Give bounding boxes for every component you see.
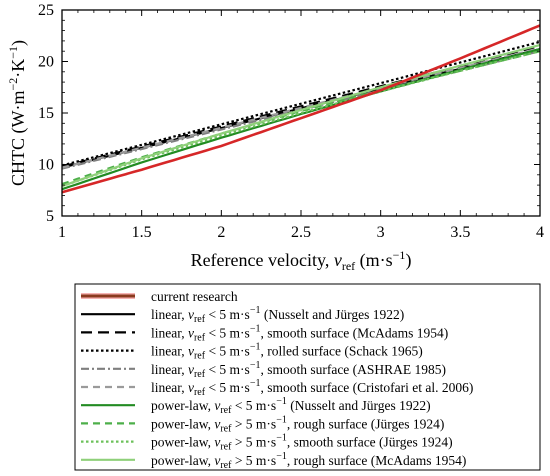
y-axis-label: CHTC (W·m−2·K−1) <box>6 40 29 186</box>
series-line-9 <box>61 43 541 188</box>
y-tick-label: 15 <box>38 105 54 122</box>
x-tick-label: 4 <box>536 224 544 241</box>
x-tick-label: 1.5 <box>132 224 152 241</box>
legend-label: power-law, vref < 5 m·s−1 (Nusselt and J… <box>151 396 431 416</box>
axes: 1 1.5 2 2.5 3 3.5 4 5 10 15 20 25 Reference velocity… <box>6 2 544 273</box>
y-tick-label: 10 <box>38 157 54 174</box>
plot-lines <box>61 24 541 194</box>
legend-label: linear, vref < 5 m·s−1, smooth surface (… <box>151 378 473 398</box>
legend-box <box>74 283 541 471</box>
legend-label: power-law, vref > 5 m·s−1, rough surface… <box>151 414 444 434</box>
series-line-5 <box>61 47 541 169</box>
legend-label: current research <box>151 289 238 304</box>
legend-label: linear, vref < 5 m·s−1 (Nusselt and Jürg… <box>151 305 404 325</box>
legend-label: power-law, vref > 5 m·s−1, rough surface… <box>151 451 466 471</box>
x-axis-label: Reference velocity, vref (m·s−1) <box>191 248 412 273</box>
y-tick-label: 20 <box>38 54 54 71</box>
legend-label: power-law, vref > 5 m·s−1, smooth surfac… <box>151 433 453 453</box>
x-tick-label: 3 <box>377 224 385 241</box>
x-tick-label: 1 <box>58 224 66 241</box>
x-tick-label: 2.5 <box>291 224 311 241</box>
legend-label: linear, vref < 5 m·s−1, smooth surface (… <box>151 323 448 343</box>
series-line-3 <box>61 40 541 167</box>
y-tick-label: 25 <box>38 2 54 19</box>
series-line-0 <box>61 24 541 194</box>
x-tick-label: 2 <box>217 224 225 241</box>
y-tick-label: 5 <box>46 208 54 225</box>
legend-label: linear, vref < 5 m·s−1, smooth surface (… <box>151 360 446 380</box>
legend-label: linear, vref < 5 m·s−1, rolled surface (… <box>151 342 423 362</box>
x-tick-label: 3.5 <box>450 224 470 241</box>
